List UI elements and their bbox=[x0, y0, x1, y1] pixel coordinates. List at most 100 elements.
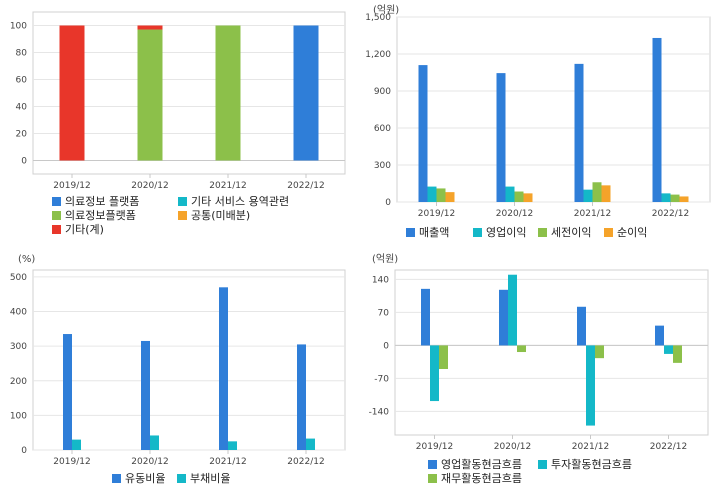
bar bbox=[601, 185, 611, 202]
legend-swatch bbox=[52, 225, 61, 234]
bar bbox=[508, 274, 517, 346]
legend-swatch bbox=[473, 228, 482, 237]
legend-swatch bbox=[406, 228, 415, 237]
y-tick-label: 100 bbox=[10, 411, 27, 421]
bar bbox=[523, 193, 533, 202]
x-tick-label: 2021/12 bbox=[209, 457, 246, 467]
legend-label: 기타(계) bbox=[65, 223, 104, 236]
legend-swatch bbox=[428, 474, 437, 483]
legend-swatch bbox=[428, 460, 437, 469]
x-tick-label: 2019/12 bbox=[53, 457, 90, 467]
bar bbox=[228, 441, 237, 450]
unit-label: (억원) bbox=[373, 4, 399, 16]
bar bbox=[215, 25, 241, 161]
plot-frame bbox=[396, 16, 711, 203]
y-tick-label: 0 bbox=[383, 341, 389, 351]
y-tick-label: 140 bbox=[372, 275, 389, 285]
bar bbox=[436, 188, 446, 202]
y-tick-label: -140 bbox=[369, 407, 390, 417]
legend-label: 의료정보플랫폼 bbox=[65, 209, 136, 222]
unit-label: (억원) bbox=[372, 253, 398, 265]
legend-label: 의료정보 플랫폼 bbox=[65, 195, 139, 208]
bar bbox=[59, 25, 85, 161]
y-tick-label: 900 bbox=[374, 87, 391, 97]
chart-3: 0 100 200 300 400 500 (%) 2019/12 2020/12 2021/12… bbox=[10, 254, 346, 485]
legend-swatch bbox=[52, 211, 61, 220]
bar bbox=[439, 345, 448, 369]
bar bbox=[514, 191, 524, 202]
x-tick-label: 2022/12 bbox=[652, 209, 689, 219]
y-tick-label: 500 bbox=[10, 273, 27, 283]
bar bbox=[430, 345, 439, 402]
x-tick-label: 2020/12 bbox=[496, 209, 533, 219]
y-tick-label: 1,200 bbox=[365, 50, 391, 60]
bar bbox=[72, 439, 81, 450]
legend-label: 기타 서비스 용역관련 bbox=[191, 195, 289, 208]
x-tick-label: 2019/12 bbox=[416, 442, 453, 452]
x-tick-label: 2019/12 bbox=[53, 181, 90, 191]
bar bbox=[655, 325, 664, 346]
bar bbox=[670, 194, 680, 202]
x-tick-label: 2021/12 bbox=[209, 181, 246, 191]
y-tick-label: 300 bbox=[10, 342, 27, 352]
legend-swatch bbox=[112, 474, 121, 483]
bar bbox=[445, 192, 455, 202]
legend-label: 세전이익 bbox=[551, 226, 591, 239]
y-tick-label: 70 bbox=[378, 308, 390, 318]
bar bbox=[421, 288, 430, 346]
y-tick-label: 0 bbox=[21, 446, 27, 456]
y-tick-label: 600 bbox=[374, 124, 391, 134]
bar bbox=[499, 289, 508, 346]
legend-swatch bbox=[538, 228, 547, 237]
bar bbox=[505, 186, 515, 202]
bar bbox=[297, 344, 306, 450]
x-tick-label: 2020/12 bbox=[131, 181, 168, 191]
bar bbox=[652, 37, 662, 202]
legend-swatch bbox=[178, 211, 187, 220]
y-tick-label: 300 bbox=[374, 161, 391, 171]
y-tick-label: 0 bbox=[385, 198, 391, 208]
bar bbox=[661, 193, 671, 202]
plot-frame bbox=[32, 11, 346, 175]
bar bbox=[595, 345, 604, 359]
bar bbox=[293, 25, 319, 161]
x-tick-label: 2020/12 bbox=[131, 457, 168, 467]
legend-swatch bbox=[178, 197, 187, 206]
y-tick-label: 60 bbox=[16, 76, 28, 86]
y-tick-label: 80 bbox=[16, 49, 28, 59]
bar bbox=[418, 65, 428, 202]
legend-label: 영업활동현금흐름 bbox=[441, 457, 522, 471]
bar bbox=[306, 438, 315, 450]
bar bbox=[141, 340, 150, 450]
legend-label: 부채비율 bbox=[190, 472, 230, 485]
chart-1: 0 20 40 60 80 100 2019/12 2020/12 2021/12 2022/12… bbox=[10, 11, 346, 236]
bar bbox=[679, 196, 689, 202]
x-tick-label: 2022/12 bbox=[650, 442, 687, 452]
legend-label: 재무활동현금흐름 bbox=[441, 471, 522, 485]
x-tick-label: 2022/12 bbox=[287, 181, 324, 191]
bar bbox=[137, 29, 163, 161]
chart-2: 0 300 600 900 1,200 1,500(억원) 2019/12 2020/12 20… bbox=[365, 4, 711, 239]
plot-frame bbox=[394, 269, 709, 436]
legend-swatch bbox=[52, 197, 61, 206]
bar bbox=[673, 345, 682, 363]
y-tick-label: 400 bbox=[10, 308, 27, 318]
y-tick-label: -70 bbox=[374, 374, 389, 384]
y-tick-label: 0 bbox=[21, 157, 27, 167]
legend-label: 유동비율 bbox=[125, 472, 165, 485]
legend-label: 공통(미배분) bbox=[191, 209, 250, 222]
x-tick-label: 2019/12 bbox=[418, 209, 455, 219]
y-tick-label: 1,500 bbox=[365, 13, 391, 23]
y-tick-label: 200 bbox=[10, 377, 27, 387]
chart-4: -140 -70 0 70 140 (억원) 2019/12 2020/12 2021/12 20… bbox=[369, 253, 709, 485]
legend-swatch bbox=[538, 460, 547, 469]
bar bbox=[574, 63, 584, 202]
legend-label: 순이익 bbox=[617, 226, 647, 239]
bar bbox=[496, 73, 506, 202]
unit-label: (%) bbox=[18, 254, 35, 265]
legend-swatch bbox=[604, 228, 613, 237]
legend-swatch bbox=[177, 474, 186, 483]
x-tick-label: 2020/12 bbox=[494, 442, 531, 452]
bar bbox=[150, 435, 159, 450]
